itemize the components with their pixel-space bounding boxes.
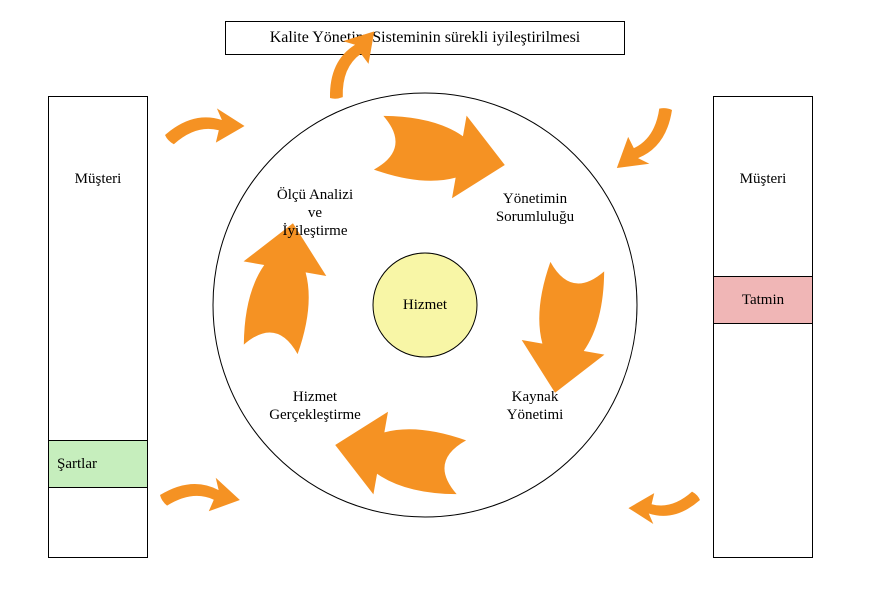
left-panel-label-text: Müşteri — [75, 171, 122, 187]
stage-tl-3: İyileştirme — [283, 223, 348, 239]
outer-arrow-lr — [627, 489, 701, 526]
center-label: Hizmet — [373, 296, 477, 314]
stage-bottom-left: Hizmet Gerçekleştirme — [240, 388, 390, 424]
left-panel — [48, 96, 148, 558]
conditions-box: Şartlar — [48, 440, 148, 488]
stage-tl-2: ve — [308, 205, 322, 221]
right-panel-label: Müşteri — [713, 170, 813, 188]
title-box: Kalite Yönetim Sisteminin sürekli iyileş… — [225, 21, 625, 55]
title-text: Kalite Yönetim Sisteminin sürekli iyileş… — [270, 29, 580, 47]
stage-bl-2: Gerçekleştirme — [269, 407, 361, 423]
stage-bottom-right: Kaynak Yönetimi — [470, 388, 600, 424]
satisfaction-box: Tatmin — [713, 276, 813, 324]
stage-tl-1: Ölçü Analizi — [277, 187, 353, 203]
outer-arrow-ur — [607, 102, 688, 183]
outer-arrow-ll — [159, 473, 242, 514]
stage-tr-2: Sorumluluğu — [496, 209, 574, 225]
stage-top-left: Ölçü Analizi ve İyileştirme — [250, 186, 380, 240]
stage-br-1: Kaynak — [512, 389, 559, 405]
stage-tr-1: Yönetimin — [503, 191, 567, 207]
stage-br-2: Yönetimi — [507, 407, 564, 423]
outer-arrow-ul — [163, 106, 246, 147]
satisfaction-text: Tatmin — [742, 292, 784, 309]
cycle-arrow-right — [514, 259, 619, 400]
right-panel — [713, 96, 813, 558]
right-panel-label-text: Müşteri — [740, 171, 787, 187]
center-label-text: Hizmet — [403, 297, 447, 313]
stage-top-right: Yönetimin Sorumluluğu — [470, 190, 600, 226]
stage-bl-1: Hizmet — [293, 389, 337, 405]
conditions-text: Şartlar — [57, 456, 97, 473]
left-panel-label: Müşteri — [48, 170, 148, 188]
